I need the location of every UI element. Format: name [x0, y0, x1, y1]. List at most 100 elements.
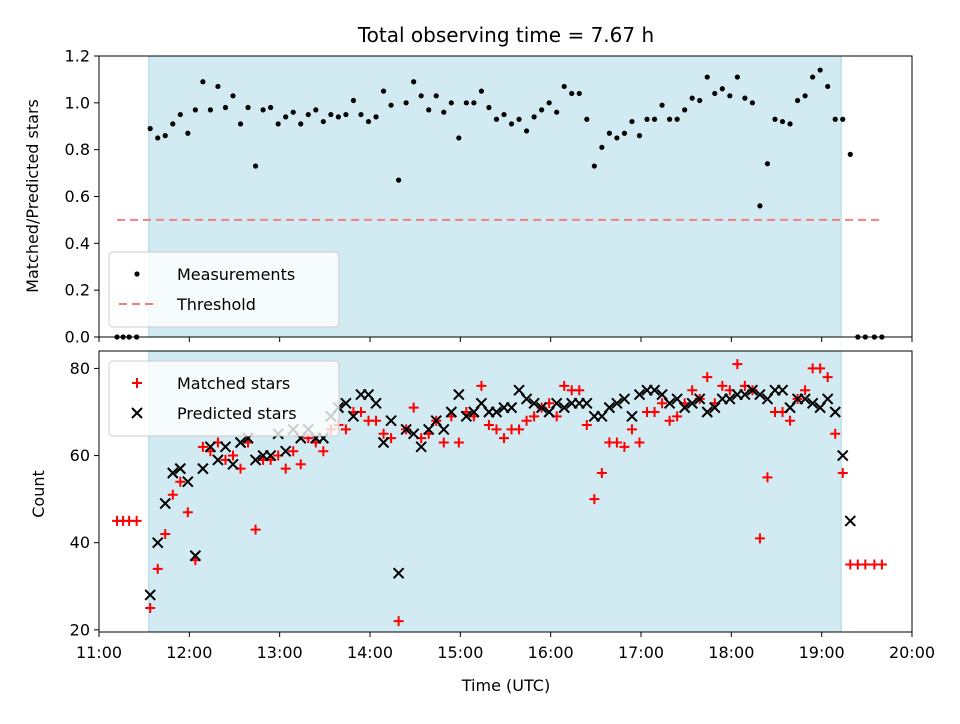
- y-tick-label: 80: [70, 359, 90, 378]
- data-point: [589, 494, 600, 505]
- data-point: [144, 589, 156, 601]
- data-point: [400, 423, 412, 436]
- data-point: [460, 410, 473, 423]
- legend-marker: [131, 407, 143, 419]
- x-tick-label: 11:00: [76, 643, 122, 662]
- data-point: [686, 397, 698, 409]
- data-point: [145, 603, 156, 614]
- data-point: [448, 100, 454, 106]
- data-point: [830, 428, 841, 439]
- data-point: [170, 121, 176, 127]
- x-tick-label: 14:00: [347, 643, 393, 662]
- data-point: [829, 406, 841, 418]
- data-point: [189, 550, 202, 562]
- data-point: [697, 97, 703, 104]
- data-point: [523, 128, 530, 134]
- legend-label: Matched stars: [177, 374, 290, 393]
- y-tick-label: 0.0: [65, 328, 90, 347]
- data-point: [185, 130, 191, 136]
- data-point: [418, 93, 424, 99]
- data-point: [279, 445, 292, 457]
- y-tick-label: 20: [70, 620, 90, 639]
- data-point: [411, 79, 417, 85]
- data-point: [463, 100, 469, 106]
- data-point: [177, 111, 183, 118]
- data-point: [644, 116, 650, 122]
- data-point: [528, 397, 540, 409]
- data-point: [373, 114, 379, 120]
- data-point: [486, 104, 492, 111]
- data-point: [441, 109, 447, 115]
- data-point: [822, 372, 833, 383]
- data-point: [501, 111, 507, 118]
- data-point: [408, 402, 419, 413]
- y-tick-label: 1.2: [65, 47, 90, 66]
- data-point: [514, 424, 525, 435]
- data-point: [335, 114, 341, 120]
- data-point: [757, 203, 763, 209]
- data-point: [377, 436, 390, 449]
- data-point: [732, 359, 743, 370]
- data-point: [365, 118, 372, 125]
- x-tick-label: 13:00: [257, 643, 303, 662]
- data-point: [380, 88, 387, 94]
- data-point: [290, 109, 296, 115]
- data-point: [799, 393, 811, 405]
- data-point: [295, 459, 306, 470]
- data-point: [817, 67, 823, 73]
- data-point: [426, 107, 432, 113]
- data-point: [554, 109, 560, 115]
- data-point: [847, 151, 853, 157]
- data-point: [701, 406, 713, 418]
- bottom-chart-xlabel: Time (UTC): [461, 676, 550, 695]
- data-point: [787, 121, 793, 127]
- legend-box: [108, 251, 340, 328]
- data-point: [749, 100, 756, 106]
- data-point: [664, 415, 675, 426]
- data-point: [844, 515, 856, 527]
- data-point: [606, 130, 612, 136]
- data-point: [581, 420, 592, 431]
- data-point: [498, 433, 509, 444]
- data-point: [550, 397, 563, 409]
- data-point: [175, 476, 186, 487]
- data-point: [227, 450, 238, 461]
- data-point: [569, 90, 575, 97]
- data-point: [626, 424, 637, 435]
- data-point: [155, 135, 161, 141]
- data-point: [147, 125, 153, 132]
- data-point: [521, 415, 532, 426]
- data-point: [358, 111, 364, 118]
- bottom-chart-ylabel: Count: [29, 470, 48, 518]
- bottom-legend: Matched stars Predicted stars: [108, 360, 340, 437]
- data-point: [754, 388, 766, 401]
- data-point: [403, 100, 409, 106]
- data-point: [825, 83, 831, 90]
- data-point: [837, 449, 849, 462]
- data-point: [305, 111, 311, 118]
- data-point: [832, 116, 838, 122]
- data-point: [280, 463, 291, 474]
- data-point: [634, 437, 645, 448]
- data-point: [535, 401, 548, 414]
- data-point: [476, 380, 487, 391]
- data-point: [821, 393, 834, 405]
- data-point: [433, 93, 439, 99]
- data-point: [546, 100, 552, 106]
- legend-marker: [132, 378, 142, 388]
- y-tick-label: 60: [70, 446, 90, 465]
- data-point: [396, 177, 402, 183]
- data-point: [611, 437, 622, 448]
- data-point: [212, 454, 224, 466]
- x-tick-label: 12:00: [166, 643, 212, 662]
- data-point: [318, 446, 329, 457]
- data-point: [438, 437, 449, 448]
- data-point: [215, 83, 221, 90]
- data-point: [614, 135, 620, 141]
- data-point: [237, 121, 244, 127]
- data-point: [764, 161, 771, 167]
- data-point: [559, 380, 570, 391]
- data-point: [204, 441, 217, 453]
- data-point: [629, 118, 635, 125]
